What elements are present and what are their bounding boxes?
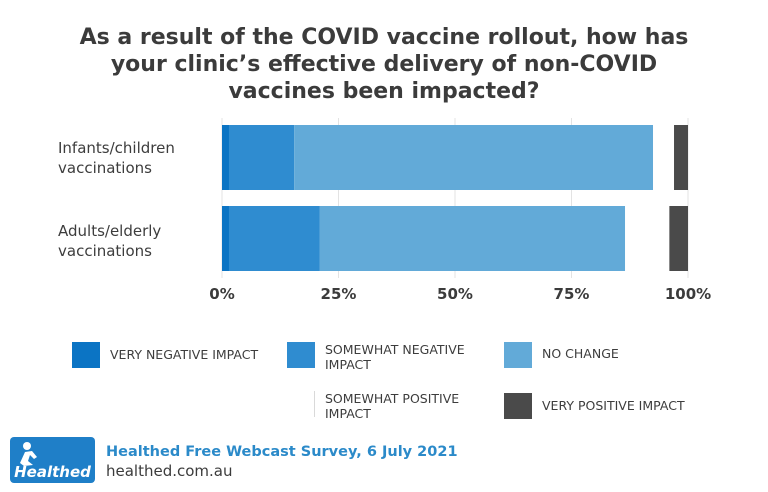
chart-title-line: As a result of the COVID vaccine rollout… bbox=[79, 25, 689, 50]
bar-segment bbox=[228, 206, 320, 271]
website-url: healthed.com.au bbox=[106, 462, 233, 480]
category-label: vaccinations bbox=[58, 242, 152, 260]
bar-segment bbox=[625, 206, 670, 271]
category-label: Infants/children bbox=[58, 139, 175, 157]
bar-segment bbox=[294, 125, 654, 190]
bar-segment bbox=[674, 125, 688, 190]
bar-segment bbox=[669, 206, 688, 271]
bar-segment bbox=[222, 125, 229, 190]
bar-segment bbox=[653, 125, 675, 190]
x-tick-label: 25% bbox=[321, 285, 357, 303]
x-tick-label: 0% bbox=[209, 285, 234, 303]
category-label: vaccinations bbox=[58, 159, 152, 177]
x-tick-label: 75% bbox=[554, 285, 590, 303]
chart-title-line: vaccines been impacted? bbox=[228, 79, 540, 104]
svg-text:Healthed: Healthed bbox=[14, 463, 91, 481]
healthed-logo: Healthed bbox=[10, 437, 95, 483]
x-tick-label: 50% bbox=[437, 285, 473, 303]
chart-title: As a result of the COVID vaccine rollout… bbox=[40, 24, 728, 105]
bar-segment bbox=[319, 206, 626, 271]
survey-source: Healthed Free Webcast Survey, 6 July 202… bbox=[106, 444, 458, 460]
category-label: Adults/elderly bbox=[58, 222, 161, 240]
x-tick-label: 100% bbox=[665, 285, 711, 303]
chart-title-line: your clinic’s effective delivery of non-… bbox=[110, 52, 658, 77]
bar-segment bbox=[222, 206, 229, 271]
stacked-bar-chart: 0% 25% 50% 75% 100% Infants/children vaccinati… bbox=[58, 118, 711, 303]
bar-segment bbox=[228, 125, 295, 190]
